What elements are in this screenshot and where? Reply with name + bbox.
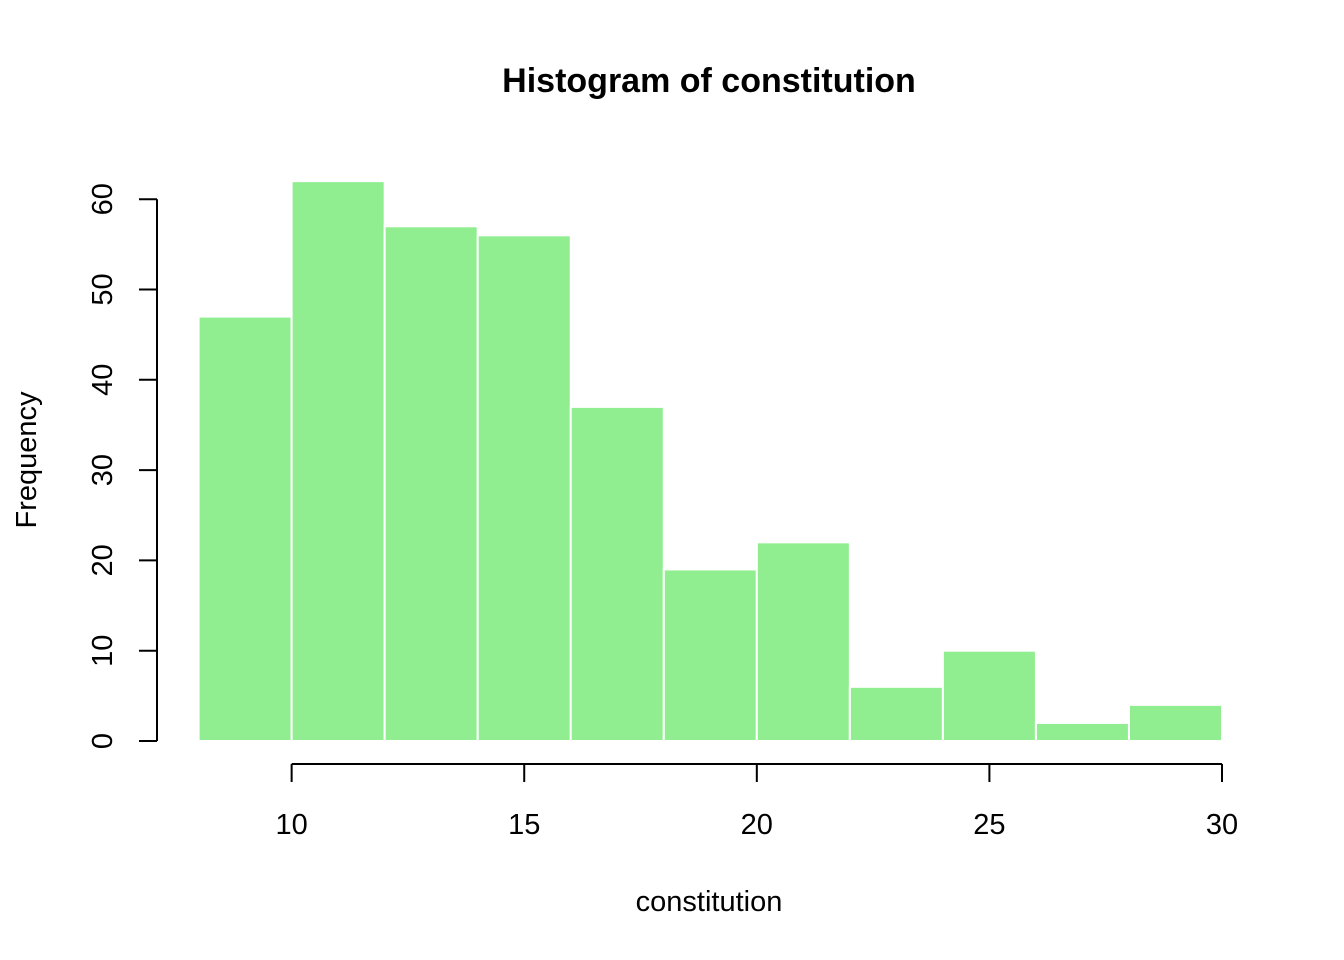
- histogram-bar-11: [1127, 703, 1223, 743]
- histogram-bar-8: [848, 685, 944, 743]
- y-tick-label-20: 20: [87, 544, 119, 576]
- histogram-bar-3: [383, 225, 479, 743]
- histogram-bar-7: [755, 541, 851, 743]
- histogram-bar-4: [476, 234, 572, 742]
- y-tick-label-10: 10: [87, 635, 119, 667]
- histogram-bar-5: [569, 405, 665, 742]
- bars-group: [197, 180, 1223, 743]
- y-axis-label: Frequency: [11, 391, 43, 529]
- y-axis: 0 10 20 30 40 50 60: [87, 183, 158, 749]
- x-axis: 10 15 20 25 30: [276, 763, 1238, 841]
- x-tick-label-25: 25: [973, 809, 1005, 841]
- y-tick-label-0: 0: [87, 733, 119, 749]
- y-tick-label-30: 30: [87, 454, 119, 486]
- x-tick-label-20: 20: [741, 809, 773, 841]
- histogram-bar-10: [1034, 721, 1130, 743]
- y-tick-label-60: 60: [87, 183, 119, 215]
- y-tick-label-50: 50: [87, 273, 119, 305]
- chart-title: Histogram of constitution: [502, 62, 916, 100]
- y-tick-label-40: 40: [87, 364, 119, 396]
- x-tick-label-10: 10: [276, 809, 308, 841]
- histogram-bar-1: [197, 315, 293, 742]
- x-tick-label-15: 15: [508, 809, 540, 841]
- x-tick-label-30: 30: [1206, 809, 1238, 841]
- histogram-bar-2: [290, 180, 386, 742]
- x-axis-label: constitution: [636, 886, 783, 918]
- histogram-bar-6: [662, 568, 758, 742]
- histogram-bar-9: [941, 649, 1037, 743]
